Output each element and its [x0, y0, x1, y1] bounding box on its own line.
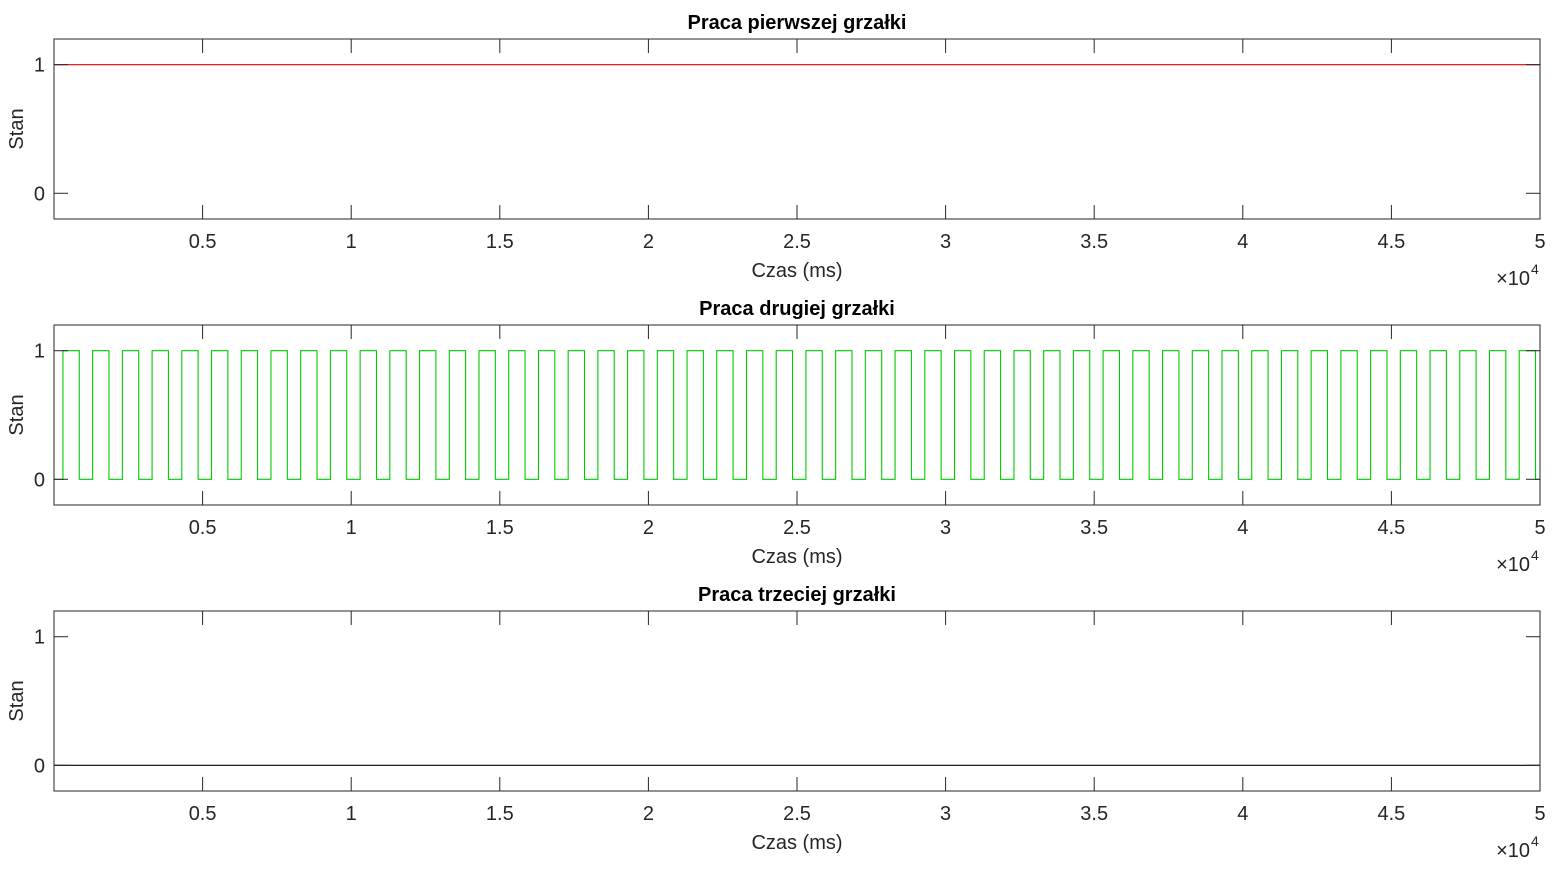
x-tick-label: 1.5 — [486, 803, 514, 825]
y-axis-label: Stan — [6, 108, 28, 149]
x-tick-label: 1 — [346, 517, 357, 539]
x-tick-label: 1 — [346, 803, 357, 825]
x-tick-label: 3 — [940, 517, 951, 539]
x-tick-label: 2 — [643, 803, 654, 825]
subplot-2: 0.5 1 1.5 2 2.5 3 3.5 4 4.5 5 0 1 Praca drugiej grza… — [6, 298, 1546, 576]
x-tick-label: 4 — [1237, 803, 1248, 825]
y-tick-label: 1 — [34, 627, 45, 649]
x-axis-label: Czas (ms) — [751, 260, 842, 282]
x-tick-label: 2.5 — [783, 231, 811, 253]
x-exponent-base: ×10 — [1496, 840, 1530, 862]
chart-title: Praca trzeciej grzałki — [698, 584, 896, 606]
x-tick-label: 0.5 — [189, 803, 217, 825]
x-tick-label: 3.5 — [1080, 517, 1108, 539]
x-tick-label: 2 — [643, 517, 654, 539]
x-axis-label: Czas (ms) — [751, 832, 842, 854]
y-tick-label: 0 — [34, 183, 45, 205]
y-axis-label: Stan — [6, 680, 28, 721]
x-tick-label: 4.5 — [1377, 231, 1405, 253]
y-tick-label: 0 — [34, 469, 45, 491]
x-tick-label: 4.5 — [1377, 517, 1405, 539]
x-tick-label: 2.5 — [783, 803, 811, 825]
subplot-1: 0.5 1 1.5 2 2.5 3 3.5 4 4.5 5 0 1 Praca pierwszej gr… — [6, 12, 1546, 290]
subplot-3: 0.5 1 1.5 2 2.5 3 3.5 4 4.5 5 0 1 Praca trzeciej grz… — [6, 584, 1546, 862]
y-tick-label: 1 — [34, 55, 45, 77]
x-tick-label: 3.5 — [1080, 231, 1108, 253]
x-tick-label: 1.5 — [486, 231, 514, 253]
x-exponent-base: ×10 — [1496, 268, 1530, 290]
x-tick-label: 4 — [1237, 231, 1248, 253]
x-tick-label: 4 — [1237, 517, 1248, 539]
y-tick-label: 0 — [34, 755, 45, 777]
y-axis-label: Stan — [6, 394, 28, 435]
x-exponent-base: ×10 — [1496, 554, 1530, 576]
x-tick-label: 0.5 — [189, 517, 217, 539]
chart-title: Praca drugiej grzałki — [699, 298, 895, 320]
x-tick-label: 3 — [940, 803, 951, 825]
x-axis-label: Czas (ms) — [751, 546, 842, 568]
x-exponent-power: 4 — [1531, 833, 1539, 849]
x-tick-label: 3 — [940, 231, 951, 253]
y-tick-label: 1 — [34, 341, 45, 363]
x-tick-label: 3.5 — [1080, 803, 1108, 825]
x-tick-label: 5 — [1534, 517, 1545, 539]
x-exponent-power: 4 — [1531, 261, 1539, 277]
x-tick-label: 5 — [1534, 231, 1545, 253]
x-tick-label: 1 — [346, 231, 357, 253]
chart-title: Praca pierwszej grzałki — [687, 12, 906, 34]
x-tick-label: 2.5 — [783, 517, 811, 539]
x-tick-label: 2 — [643, 231, 654, 253]
x-exponent-power: 4 — [1531, 547, 1539, 563]
series-line-2-1 — [54, 350, 1540, 480]
x-tick-label: 1.5 — [486, 517, 514, 539]
x-tick-label: 0.5 — [189, 231, 217, 253]
x-tick-label: 5 — [1534, 803, 1545, 825]
x-tick-label: 4.5 — [1377, 803, 1405, 825]
